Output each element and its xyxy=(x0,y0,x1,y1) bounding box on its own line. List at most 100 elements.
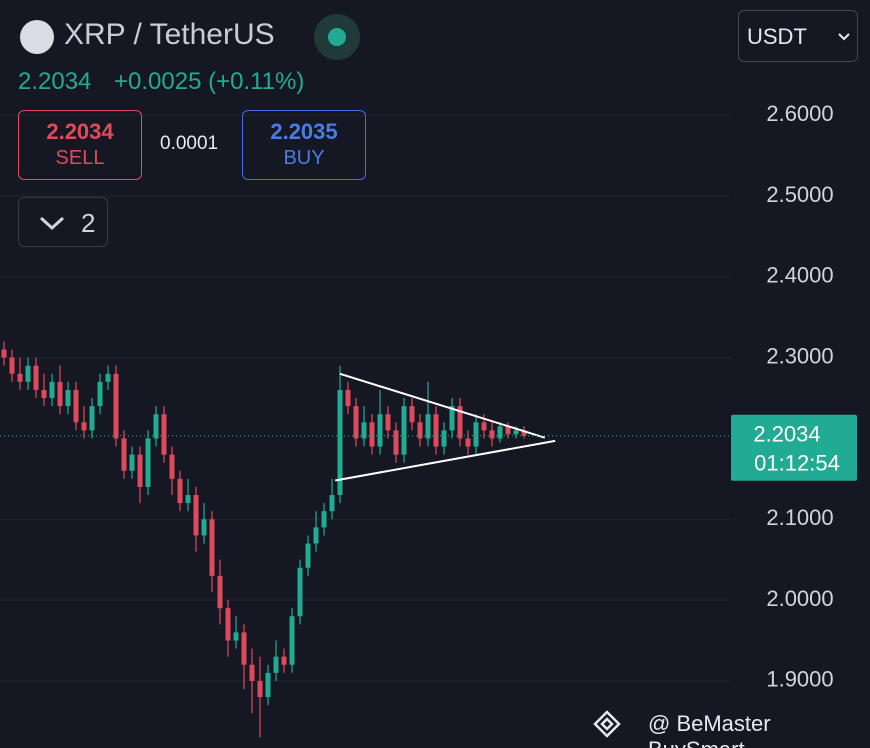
candle-body xyxy=(273,656,279,673)
candle-body xyxy=(153,414,159,439)
sell-button[interactable]: 2.2034 SELL xyxy=(18,110,142,180)
trendline xyxy=(335,439,556,482)
candle-body xyxy=(185,495,191,504)
y-tick-label: 2.1000 xyxy=(766,505,833,530)
quantity-dropdown[interactable]: 2 xyxy=(18,197,108,247)
candle-body xyxy=(241,632,247,665)
candle-body xyxy=(481,422,487,431)
candle-body xyxy=(337,389,343,496)
candle-body xyxy=(217,575,223,609)
candle-body xyxy=(281,656,287,665)
y-tick-label: 2.4000 xyxy=(766,263,833,288)
candle-body xyxy=(393,430,399,455)
buy-label: BUY xyxy=(283,147,325,169)
candle-body xyxy=(65,389,71,407)
candle-body xyxy=(353,406,359,439)
candle-body xyxy=(457,406,463,439)
candle-body xyxy=(105,373,111,382)
watermark-logo xyxy=(593,710,621,738)
chevron xyxy=(39,216,65,231)
current-price: 2.2034 xyxy=(18,68,92,95)
watermark: @ BeMaster BuySmart xyxy=(648,711,771,748)
currency-dropdown[interactable]: USDT xyxy=(738,10,858,62)
candle-body xyxy=(305,543,311,568)
candle-body xyxy=(233,632,239,641)
y-tick-label: 2.0000 xyxy=(766,586,833,611)
candle-body xyxy=(369,422,375,447)
currency: USDT xyxy=(747,24,807,49)
candle-body xyxy=(89,406,95,431)
candle-body xyxy=(113,373,119,439)
candle-body xyxy=(425,414,431,439)
last-price-label: 2.2034 xyxy=(753,422,820,447)
candle-body xyxy=(161,414,167,455)
candle-body xyxy=(193,495,199,536)
candle-body xyxy=(465,438,471,447)
candle-body xyxy=(209,519,215,576)
candle-body xyxy=(505,426,511,435)
candle-body xyxy=(489,430,495,439)
pair-title: XRP / TetherUS xyxy=(64,18,275,51)
candle-body xyxy=(81,422,87,431)
candle-body xyxy=(249,664,255,681)
candle-body xyxy=(513,430,519,435)
candle-body xyxy=(313,527,319,544)
y-tick-label: 2.6000 xyxy=(766,101,833,126)
last-price-tag xyxy=(731,414,857,481)
candle-body xyxy=(257,680,263,698)
candle-body xyxy=(41,389,47,399)
chevron xyxy=(838,33,850,41)
candle-body xyxy=(49,381,55,399)
candle-body xyxy=(145,438,151,487)
y-tick-label: 2.3000 xyxy=(766,343,833,368)
candle-body xyxy=(201,519,207,536)
candle-body xyxy=(497,426,503,439)
sell-label: SELL xyxy=(55,147,105,169)
candle-body xyxy=(449,406,455,431)
candle-body xyxy=(25,365,31,382)
candle-body xyxy=(57,381,63,407)
y-tick-label: 2.5000 xyxy=(766,182,833,207)
trendline xyxy=(339,372,546,439)
candle-body xyxy=(297,567,303,617)
y-tick-label: 1.9000 xyxy=(766,667,833,692)
candle-body xyxy=(385,414,391,431)
candle-body xyxy=(473,422,479,447)
candle-body xyxy=(377,414,383,447)
status-button[interactable] xyxy=(314,14,360,60)
candle-body xyxy=(129,454,135,471)
buy-price: 2.2035 xyxy=(270,119,338,144)
candle-body xyxy=(265,672,271,698)
price-change: +0.0025 (+0.11%) xyxy=(114,68,305,95)
candle-body xyxy=(73,389,79,423)
candle-body xyxy=(169,454,175,479)
candle-body xyxy=(33,365,39,390)
candle-body xyxy=(329,495,335,512)
candle-body xyxy=(97,381,103,407)
candle-body xyxy=(417,422,423,439)
candle-body xyxy=(361,422,367,439)
candle-body xyxy=(345,389,351,407)
candle-body xyxy=(177,478,183,504)
candle-body xyxy=(401,406,407,455)
candle-body xyxy=(17,373,23,382)
candle-body xyxy=(441,430,447,447)
candle-body xyxy=(433,414,439,447)
candle-body xyxy=(321,511,327,528)
countdown: 01:12:54 xyxy=(754,451,840,476)
coin-logo xyxy=(20,20,54,54)
candle-body xyxy=(9,357,15,374)
candle-body xyxy=(1,349,7,358)
candle-body xyxy=(289,616,295,665)
candle-body xyxy=(409,406,415,423)
candle-body xyxy=(521,430,527,436)
quantity: 2 xyxy=(81,208,96,238)
candle-body xyxy=(137,454,143,487)
candle-body xyxy=(225,608,231,641)
candle-body xyxy=(121,438,127,471)
spread: 0.0001 xyxy=(160,133,219,154)
buy-button[interactable]: 2.2035 BUY xyxy=(242,110,366,180)
sell-price: 2.2034 xyxy=(46,119,114,144)
